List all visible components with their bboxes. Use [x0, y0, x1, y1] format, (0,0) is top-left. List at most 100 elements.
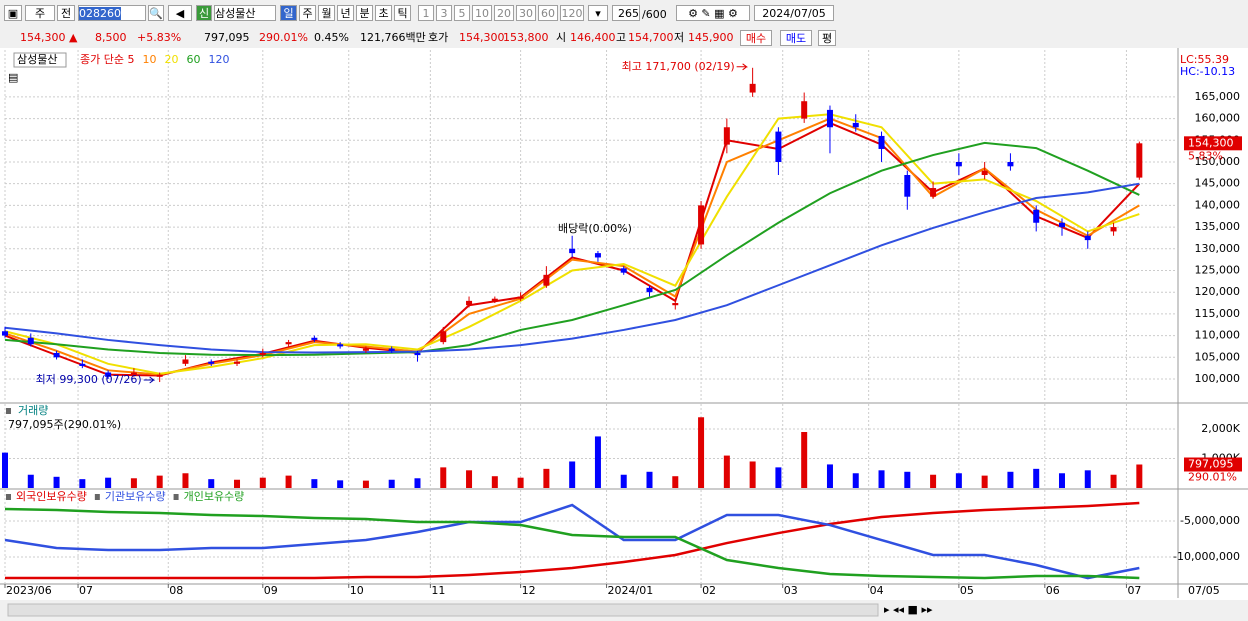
legend-entry: 기관보유수량	[105, 490, 166, 503]
chart: ▸ ◂◂ ■ ▸▸ 2023/06 07 08 09 10 11 12 2024/01 02 03…	[0, 48, 1248, 621]
date-input[interactable]: 2024/07/05	[754, 5, 834, 21]
candle-body	[1033, 209, 1040, 223]
candle-body	[852, 122, 859, 128]
legend-name: 삼성물산	[17, 53, 57, 66]
line	[4, 113, 1140, 375]
legend-icon	[94, 494, 100, 500]
market-select[interactable]: 주	[25, 5, 55, 21]
legend-entry: 10	[142, 53, 156, 66]
interval-button[interactable]: 60	[538, 5, 558, 21]
code-input[interactable]: 028260	[78, 5, 146, 21]
count-input[interactable]: 265	[612, 5, 640, 21]
quote: 153,800	[503, 31, 549, 44]
annotation: 최고 171,700 (02/19)	[622, 60, 735, 73]
indicator: LC:55.39	[1180, 53, 1229, 66]
buy-button[interactable]: 매수	[740, 30, 772, 46]
quote: 146,400	[570, 31, 616, 44]
candle-body	[27, 337, 34, 345]
volume-bar	[234, 479, 241, 488]
candle-body	[388, 348, 395, 351]
volume-tag	[1184, 457, 1242, 472]
quote: 145,900	[688, 31, 734, 44]
volume-bar	[182, 473, 189, 488]
quote: 시	[556, 31, 567, 44]
volume-bar	[594, 436, 601, 488]
candle-body	[775, 131, 782, 162]
period-button[interactable]: 분	[356, 5, 373, 21]
stock-name: 삼성물산	[214, 5, 276, 21]
volume-bar	[698, 417, 705, 488]
volume-bar	[981, 475, 988, 488]
legend-entry: 120	[208, 53, 229, 66]
x-tick-label: 2024/01	[608, 584, 654, 597]
period-button[interactable]: 일	[280, 5, 297, 21]
quote: 290.01%	[259, 31, 308, 44]
interval-button[interactable]: 5	[454, 5, 470, 21]
scroll-track[interactable]	[7, 603, 879, 617]
avg-button[interactable]: 평	[818, 30, 836, 46]
sound[interactable]: ◀	[168, 5, 192, 21]
y-tick-label: 120,000	[1195, 285, 1241, 298]
y-tick-label: 2,000K	[1201, 422, 1240, 435]
volume-bar	[1084, 470, 1091, 488]
volume-bar	[1136, 464, 1143, 488]
volume-bar	[337, 480, 344, 488]
scroll-controls[interactable]: ▸ ◂◂ ■ ▸▸	[884, 603, 933, 616]
line	[4, 182, 1140, 354]
volume-bar	[775, 467, 782, 488]
y-tick-label: -5,000,000	[1180, 514, 1240, 527]
volume-bar	[388, 479, 395, 488]
interval-button[interactable]: 1	[418, 5, 434, 21]
search[interactable]: 🔍	[148, 5, 164, 21]
volume-bar	[27, 474, 34, 488]
panel-subtitle: 797,095주(290.01%)	[8, 418, 121, 431]
x-tick-label: 12	[522, 584, 536, 597]
volume-bar	[1058, 473, 1065, 488]
interval-button[interactable]: 10	[472, 5, 492, 21]
volume-bar	[930, 474, 937, 488]
volume-bar	[105, 477, 112, 488]
annotation: 최저 99,300 (07/26)	[36, 373, 142, 386]
dropdown[interactable]: ▾	[588, 5, 608, 21]
y-tick-label: 160,000	[1195, 112, 1241, 125]
interval-button[interactable]: 30	[516, 5, 536, 21]
interval-button[interactable]: 20	[494, 5, 514, 21]
candle-body	[801, 101, 808, 119]
quote: 고	[616, 31, 627, 44]
y-tick-label: -10,000,000	[1173, 550, 1240, 563]
interval-button[interactable]: 3	[436, 5, 452, 21]
volume-bar	[878, 470, 885, 488]
period-button[interactable]: 초	[375, 5, 392, 21]
x-tick-label: 2023/06	[6, 584, 52, 597]
annotation-arrow	[736, 63, 749, 71]
line	[4, 141, 1140, 357]
candle-body	[105, 372, 112, 377]
candle-body	[672, 303, 679, 306]
x-tick-label: 04	[870, 584, 884, 597]
prev-button[interactable]: 전	[57, 5, 75, 21]
candle-body	[466, 300, 473, 306]
period-button[interactable]: 틱	[394, 5, 411, 21]
period-button[interactable]: 월	[318, 5, 335, 21]
volume-bar	[1007, 471, 1014, 488]
candle-body	[491, 298, 498, 301]
x-tick-label: 07	[1127, 584, 1141, 597]
candle-body	[930, 188, 937, 197]
period-button[interactable]: 년	[337, 5, 354, 21]
candle-body	[569, 248, 576, 254]
candle-body	[414, 352, 421, 356]
tool-icons[interactable]: ⚙ ✎ ▦ ⚙	[676, 5, 750, 21]
quote: 저	[674, 31, 685, 44]
quote: +5.83%	[137, 31, 182, 44]
period-button[interactable]: 주	[299, 5, 316, 21]
candle-body	[362, 348, 369, 351]
interval-button[interactable]: 120	[560, 5, 584, 21]
sell-button[interactable]: 매도	[780, 30, 812, 46]
volume-bar	[79, 479, 86, 488]
candle-body	[723, 127, 730, 145]
y-tick-label: 130,000	[1195, 242, 1241, 255]
icon[interactable]: ▣	[4, 5, 22, 21]
legend-icon	[173, 494, 179, 500]
panel-icon	[6, 408, 11, 414]
x-tick-label: 08	[169, 584, 183, 597]
